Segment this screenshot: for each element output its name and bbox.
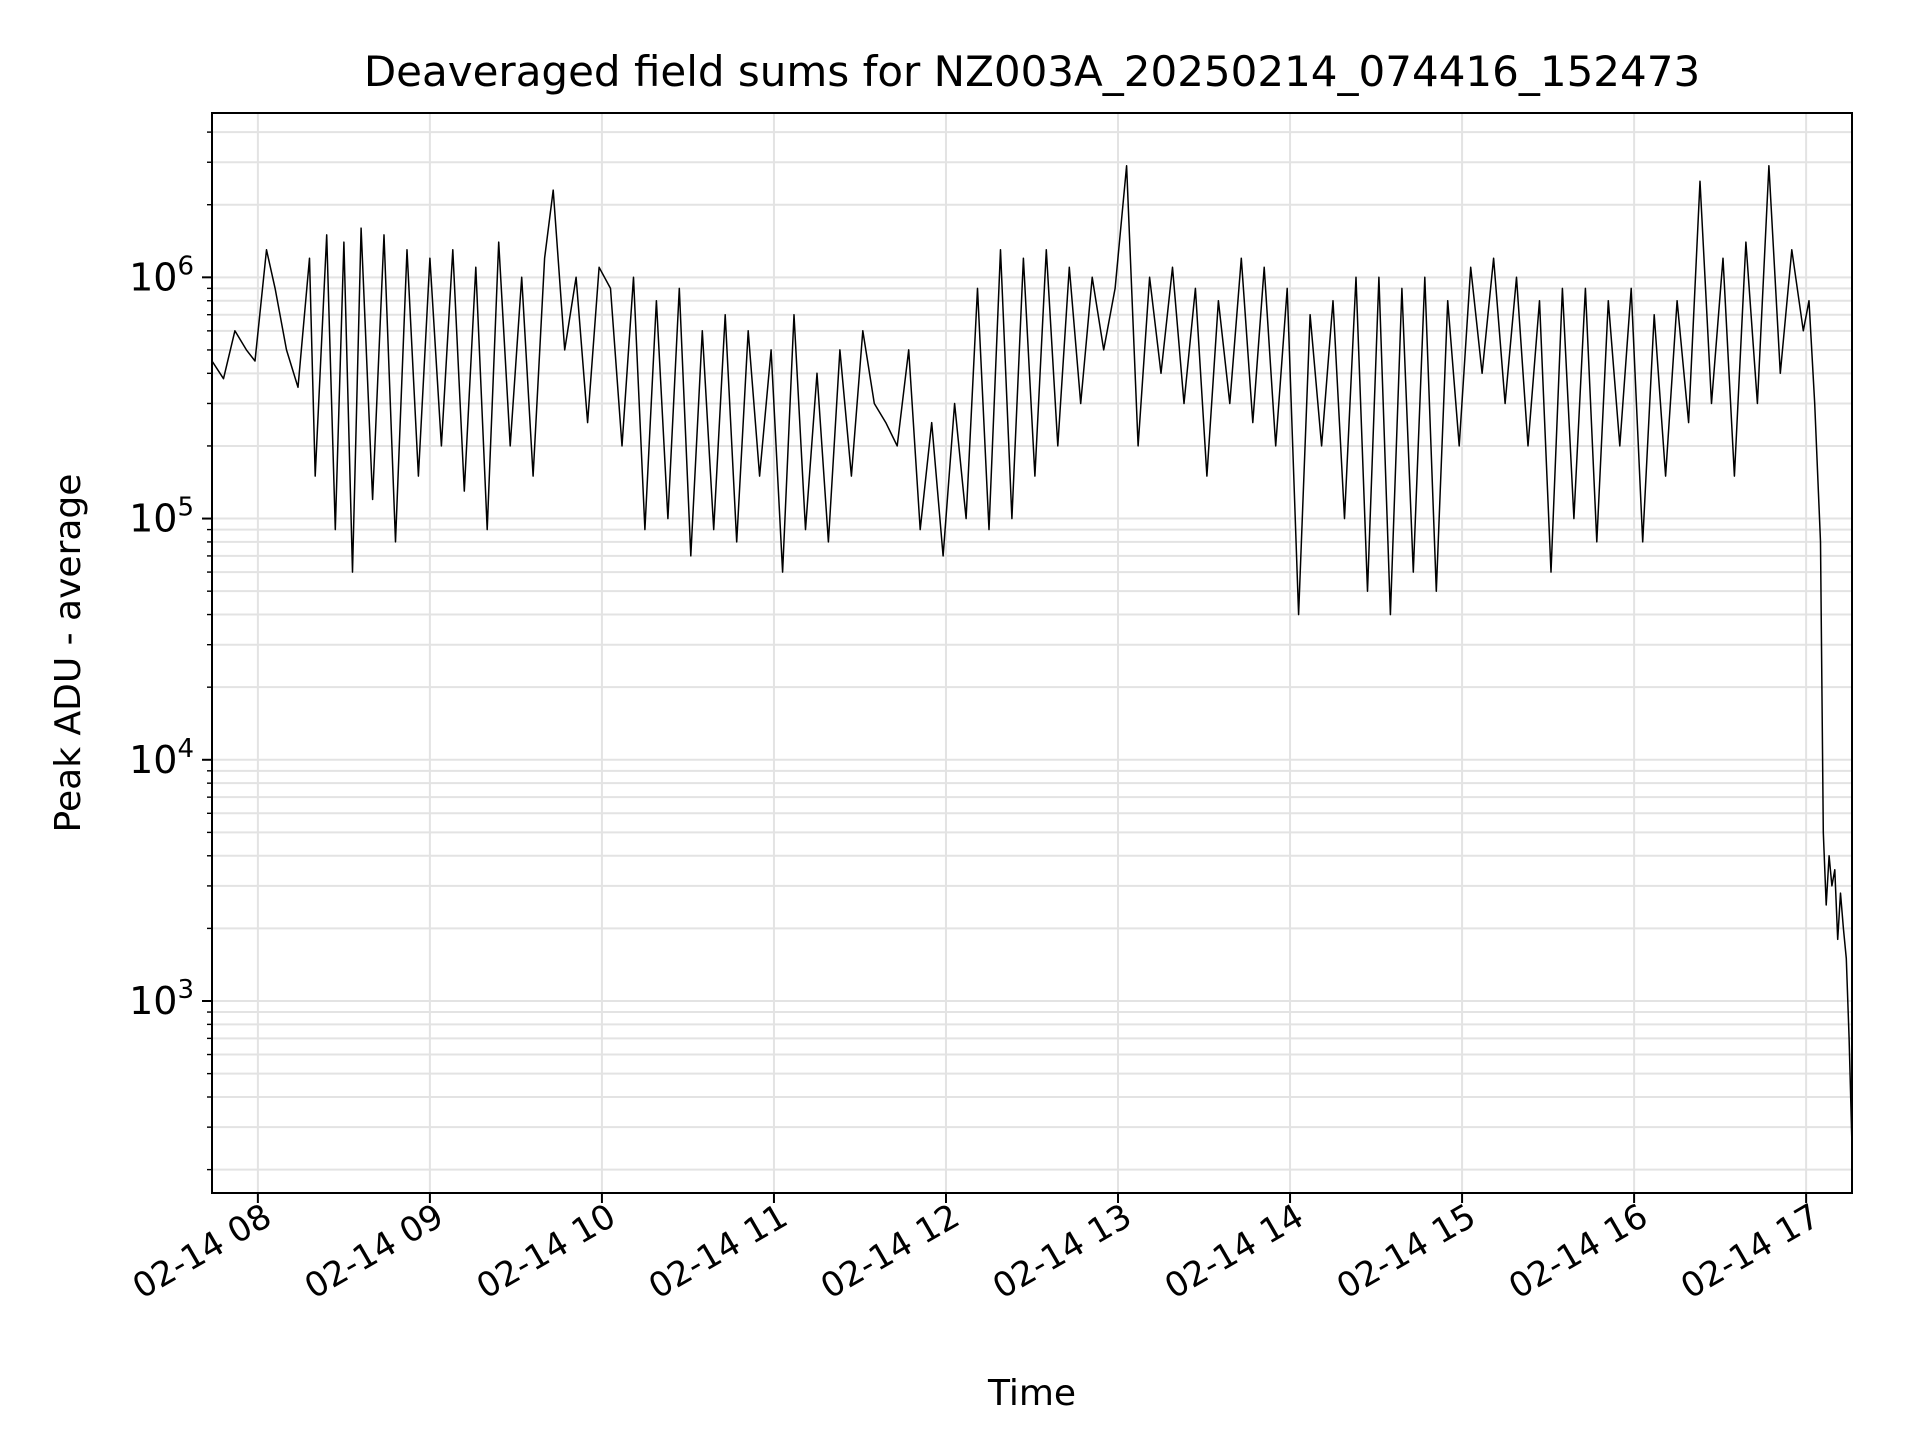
y-tick-label-base: 10 bbox=[129, 255, 177, 299]
plot-area-frame bbox=[211, 112, 1853, 1194]
grid-lines bbox=[212, 113, 1852, 1193]
y-tick-label-base: 10 bbox=[129, 738, 177, 782]
y-tick-label: 106 bbox=[129, 251, 194, 299]
y-tick-label-exponent: 4 bbox=[177, 734, 194, 764]
y-tick-label-base: 10 bbox=[129, 979, 177, 1023]
x-axis-label: Time bbox=[987, 1373, 1076, 1414]
series-layer bbox=[211, 165, 1853, 1147]
y-axis-label: Peak ADU - average bbox=[48, 474, 89, 833]
y-tick-label: 105 bbox=[129, 493, 194, 541]
y-tick-label: 103 bbox=[129, 975, 194, 1023]
y-tick-label: 104 bbox=[129, 734, 194, 782]
chart-title: Deaveraged field sums for NZ003A_2025021… bbox=[364, 47, 1700, 96]
y-tick-label-exponent: 3 bbox=[177, 975, 194, 1005]
series-line bbox=[211, 165, 1853, 1147]
y-tick-label-exponent: 5 bbox=[177, 493, 194, 523]
y-tick-label-base: 10 bbox=[129, 497, 177, 541]
y-tick-label-exponent: 6 bbox=[177, 251, 194, 281]
